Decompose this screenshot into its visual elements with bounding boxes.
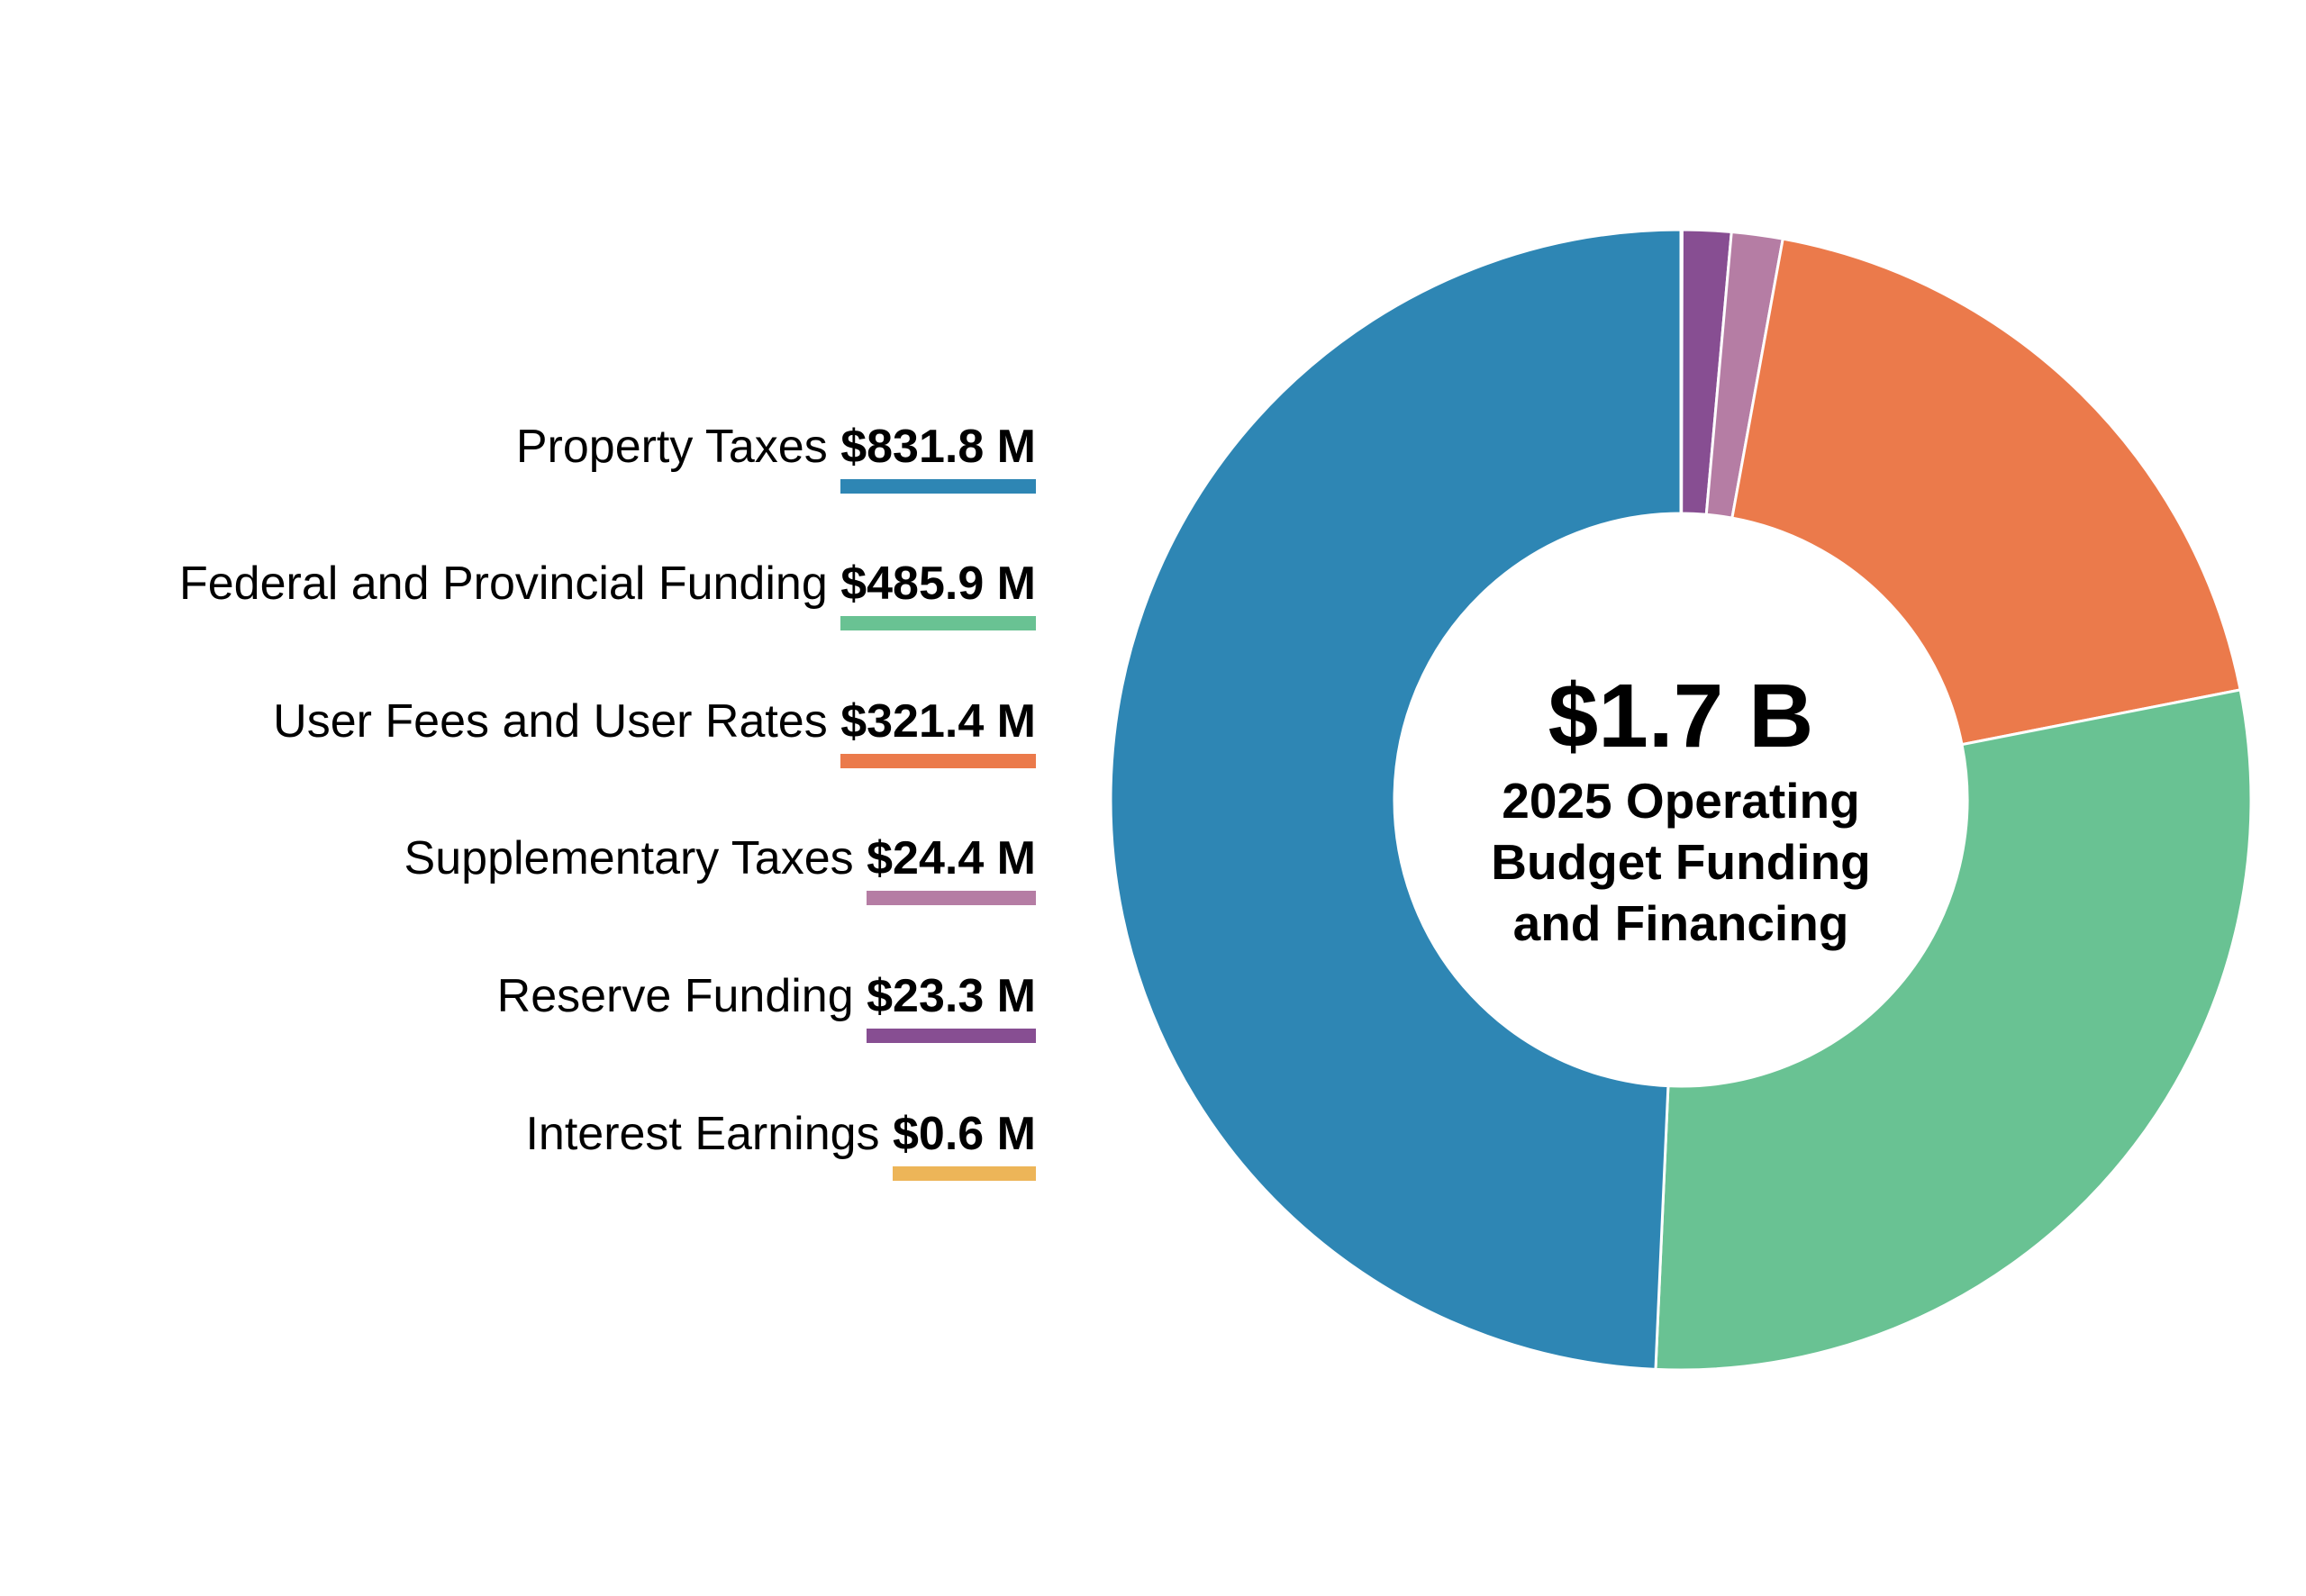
legend-item: Federal and Provincial Funding $485.9 M: [178, 557, 1036, 630]
legend-value-text: $485.9 M: [840, 558, 1036, 610]
donut-slice-user-fees-and-user-rates: [1730, 237, 2242, 747]
legend-value-text: $24.4 M: [867, 832, 1036, 884]
center-total: $1.7 B: [1548, 666, 1814, 766]
legend-value: $23.3 M: [867, 969, 1036, 1043]
center-title-line-1: 2025 Operating: [1502, 773, 1860, 829]
legend-item: Interest Earnings $0.6 M: [525, 1107, 1036, 1181]
center-title-line-2: Budget Funding: [1491, 834, 1871, 890]
legend-item: Supplementary Taxes $24.4 M: [404, 831, 1036, 905]
legend-value: $0.6 M: [893, 1107, 1036, 1181]
legend-text: User Fees and User Rates $321.4 M: [273, 694, 1036, 768]
donut-slice-federal-and-provincial-funding: [1654, 688, 2253, 1372]
legend-value-text: $831.8 M: [840, 421, 1036, 473]
legend-label: User Fees and User Rates: [273, 695, 828, 748]
legend-value-text: $321.4 M: [840, 695, 1036, 748]
legend-item: Property Taxes $831.8 M: [515, 420, 1036, 494]
legend-color-bar: [840, 754, 1036, 768]
donut-slice-property-taxes: [1109, 228, 1683, 1371]
donut-center-label: $1.7 B 2025 Operating Budget Funding and…: [1411, 662, 1951, 954]
legend-value-text: $23.3 M: [867, 970, 1036, 1022]
legend-value: $831.8 M: [840, 420, 1036, 494]
center-title-line-3: and Financing: [1512, 895, 1849, 951]
legend-color-bar: [893, 1166, 1036, 1181]
legend-text: Supplementary Taxes $24.4 M: [404, 831, 1036, 905]
legend-color-bar: [840, 616, 1036, 630]
legend-value: $24.4 M: [867, 831, 1036, 905]
legend-value-text: $0.6 M: [893, 1108, 1036, 1160]
legend-label: Supplementary Taxes: [404, 832, 854, 884]
legend-color-bar: [867, 1029, 1036, 1043]
legend-text: Property Taxes $831.8 M: [515, 420, 1036, 494]
legend-item: User Fees and User Rates $321.4 M: [273, 694, 1036, 768]
legend-text: Reserve Funding $23.3 M: [496, 969, 1036, 1043]
legend-text: Interest Earnings $0.6 M: [525, 1107, 1036, 1181]
legend-label: Federal and Provincial Funding: [178, 558, 828, 610]
legend-label: Reserve Funding: [496, 970, 854, 1022]
legend-value: $321.4 M: [840, 694, 1036, 768]
legend-text: Federal and Provincial Funding $485.9 M: [178, 557, 1036, 630]
legend-value: $485.9 M: [840, 557, 1036, 630]
legend: Property Taxes $831.8 M Federal and Provi…: [0, 0, 1036, 1596]
legend-label: Interest Earnings: [525, 1108, 880, 1160]
legend-item: Reserve Funding $23.3 M: [496, 969, 1036, 1043]
legend-label: Property Taxes: [515, 421, 828, 473]
legend-color-bar: [840, 479, 1036, 494]
legend-color-bar: [867, 891, 1036, 905]
